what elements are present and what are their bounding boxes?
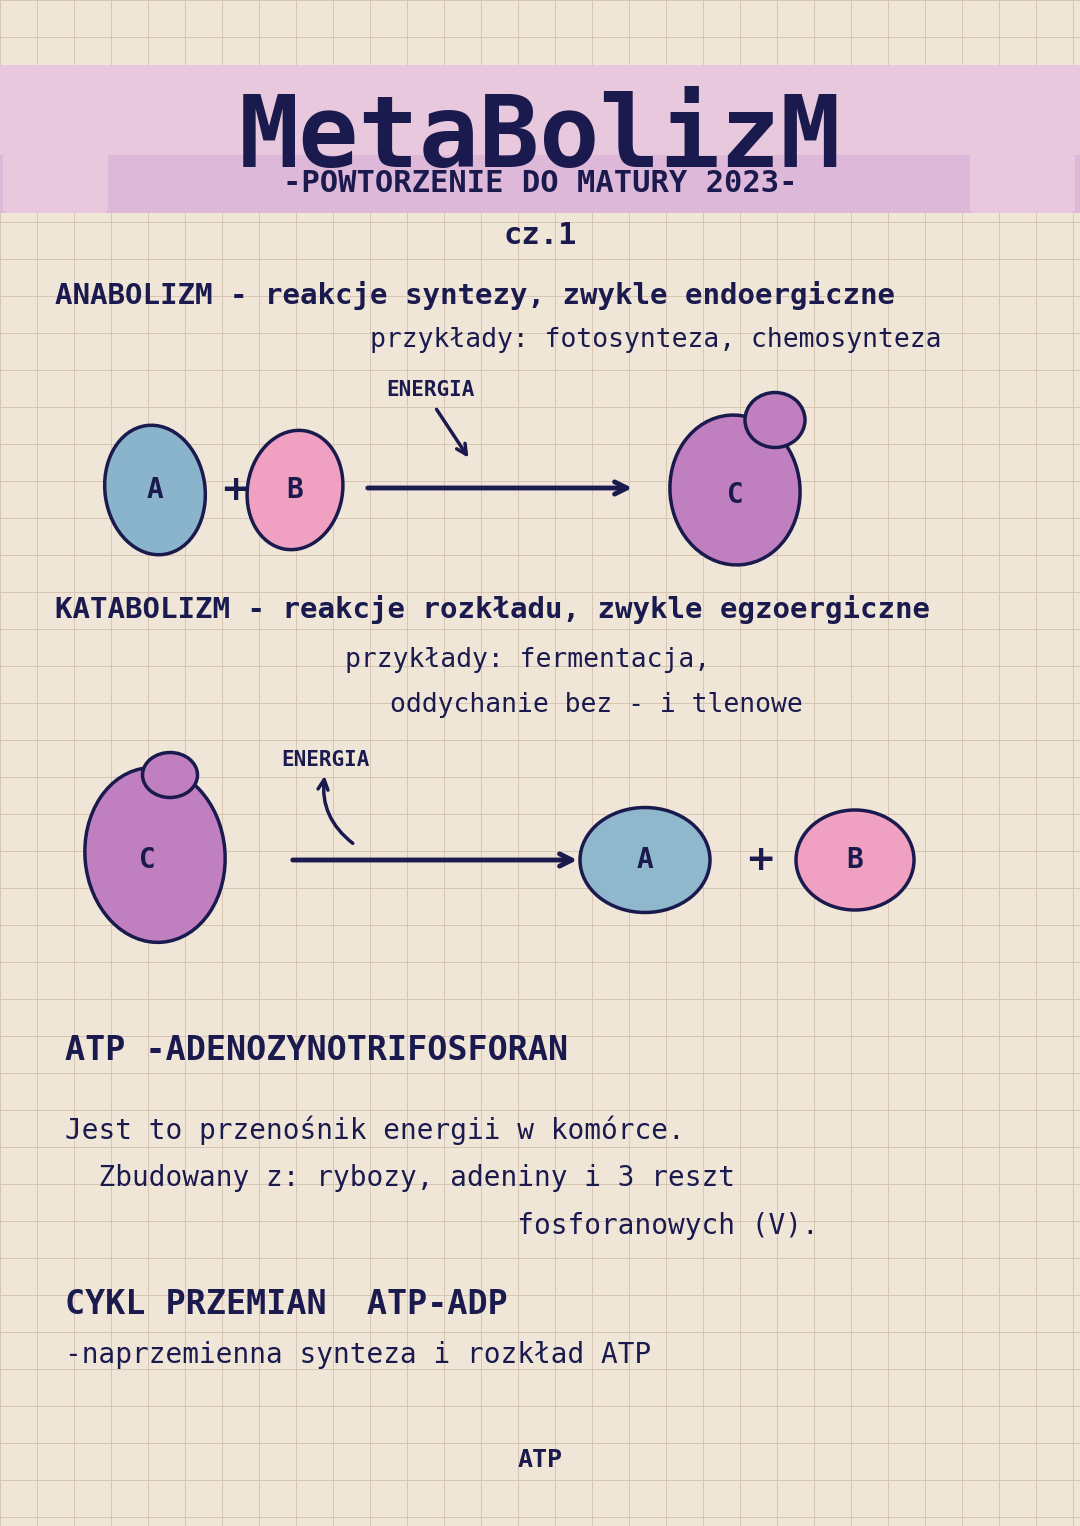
Text: oddychanie bez - i tlenowe: oddychanie bez - i tlenowe — [390, 691, 802, 719]
Text: ATP: ATP — [517, 1448, 563, 1473]
FancyBboxPatch shape — [970, 153, 1075, 214]
Ellipse shape — [580, 807, 710, 913]
Bar — [0, 66, 1080, 204]
FancyBboxPatch shape — [3, 153, 108, 214]
Text: A: A — [147, 476, 163, 504]
Bar — [0, 156, 1080, 214]
Text: ENERGIA: ENERGIA — [386, 380, 474, 400]
Text: A: A — [636, 845, 653, 874]
Ellipse shape — [796, 810, 914, 909]
Text: przykłady: fermentacja,: przykłady: fermentacja, — [345, 647, 711, 673]
Text: CYKL PRZEMIAN  ATP-ADP: CYKL PRZEMIAN ATP-ADP — [65, 1288, 508, 1322]
Text: fosforanowych (V).: fosforanowych (V). — [65, 1212, 819, 1241]
Ellipse shape — [745, 392, 805, 447]
Text: B: B — [286, 476, 303, 504]
Text: ANABOLIZM - reakcje syntezy, zwykle endoergiczne: ANABOLIZM - reakcje syntezy, zwykle endo… — [55, 281, 895, 310]
Text: przykłady: fotosynteza, chemosynteza: przykłady: fotosynteza, chemosynteza — [370, 327, 942, 353]
Text: +: + — [745, 842, 775, 877]
Text: KATABOLIZM - reakcje rozkładu, zwykle egzoergiczne: KATABOLIZM - reakcje rozkładu, zwykle eg… — [55, 595, 930, 624]
Text: ENERGIA: ENERGIA — [281, 749, 369, 771]
Text: -naprzemienna synteza i rozkład ATP: -naprzemienna synteza i rozkład ATP — [65, 1341, 651, 1369]
Text: C: C — [727, 481, 743, 510]
Text: +: + — [220, 473, 251, 507]
Ellipse shape — [670, 415, 800, 565]
Text: -POWTORZENIE DO MATURY 2023-: -POWTORZENIE DO MATURY 2023- — [283, 168, 797, 197]
Ellipse shape — [85, 768, 225, 943]
Text: cz.1: cz.1 — [503, 220, 577, 249]
Text: B: B — [847, 845, 863, 874]
Text: ATP -ADENOZYNOTRIFOSFORAN: ATP -ADENOZYNOTRIFOSFORAN — [65, 1033, 568, 1067]
Text: C: C — [138, 845, 156, 874]
Ellipse shape — [105, 426, 205, 555]
Text: MetaBolizM: MetaBolizM — [239, 92, 841, 189]
Text: Jest to przenośnik energii w komórce.: Jest to przenośnik energii w komórce. — [65, 1116, 685, 1144]
Ellipse shape — [247, 430, 343, 549]
Ellipse shape — [143, 752, 198, 798]
Text: Zbudowany z: rybozy, adeniny i 3 reszt: Zbudowany z: rybozy, adeniny i 3 reszt — [65, 1164, 735, 1192]
